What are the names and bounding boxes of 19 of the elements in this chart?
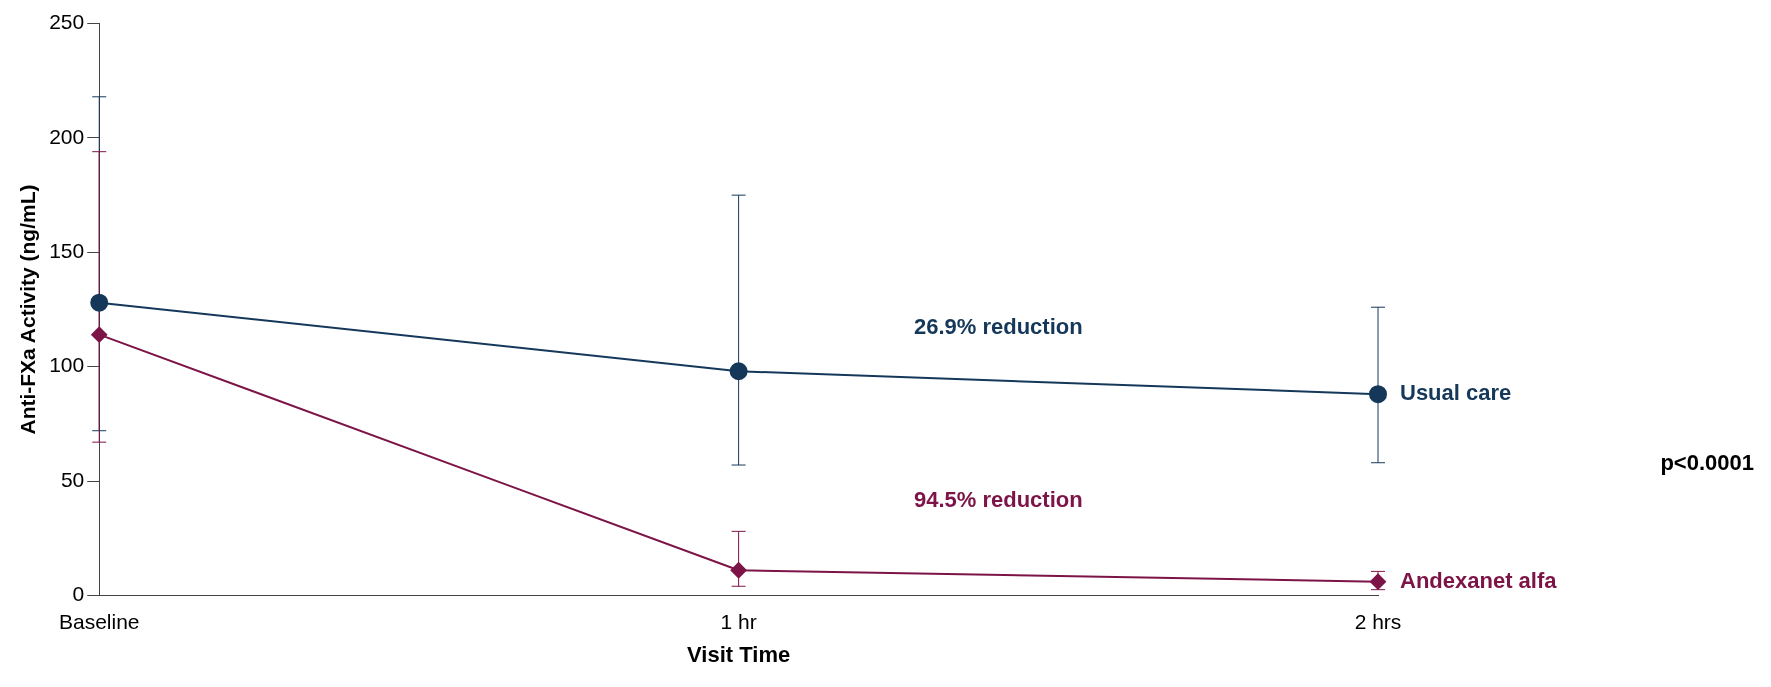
x-axis-title: Visit Time [687, 641, 791, 667]
y-tick-label: 150 [49, 239, 85, 263]
annotation: 26.9% reduction [913, 313, 1083, 339]
series-label: Usual care [1400, 380, 1512, 406]
point [1369, 385, 1387, 404]
y-tick-label: 0 [72, 582, 85, 606]
annotation: 94.5% reduction [913, 487, 1083, 513]
series-label: Andexanet alfa [1400, 567, 1558, 593]
y-tick-label: 100 [49, 353, 85, 377]
text: p<0.0001 [1660, 449, 1754, 475]
y-tick-label: 50 [60, 467, 85, 491]
x-tick-label: 1 hr [720, 609, 757, 633]
point [729, 362, 748, 381]
y-tick-label: 200 [49, 124, 85, 148]
y-tick-label: 250 [49, 10, 85, 34]
x-tick-label: 2 hrs [1354, 609, 1402, 633]
x-tick-label: Baseline [58, 609, 140, 633]
y-axis-title: Anti-FXa Activity (ng/mL) [16, 184, 40, 435]
point [730, 562, 747, 579]
